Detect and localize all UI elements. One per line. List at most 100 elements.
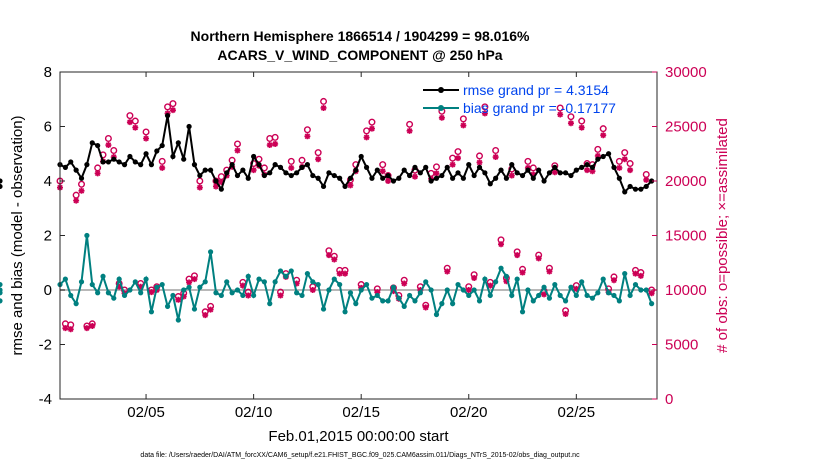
bias-point [632, 281, 639, 288]
obs-assimilated-point [159, 164, 166, 171]
bias-point [337, 281, 343, 288]
obs-assimilated-point [78, 187, 85, 194]
obs-possible-point [287, 157, 295, 165]
bias-point [68, 292, 74, 299]
bias-point [552, 281, 558, 288]
rmse-point [224, 170, 230, 176]
rmse-point [638, 186, 644, 192]
bias-point [294, 290, 300, 296]
obs-assimilated-point [438, 114, 445, 121]
bias-point [627, 292, 633, 299]
bias-point [369, 295, 375, 301]
rmse-point [385, 172, 391, 179]
obs-possible-point [459, 115, 467, 123]
bias-point [272, 279, 278, 285]
rmse-point [536, 167, 542, 173]
rmse-point [525, 167, 531, 173]
bias-point [0, 298, 3, 304]
obs-possible-point [626, 160, 634, 168]
bias-point [202, 279, 208, 285]
rmse-point [304, 162, 311, 168]
rmse-point [600, 153, 606, 160]
y-left-tick-label: -4 [39, 391, 52, 408]
obs-assimilated-point [627, 167, 634, 174]
rmse-point [0, 178, 3, 184]
bias-point [417, 290, 423, 296]
bias-point [95, 290, 101, 296]
rmse-point [127, 153, 133, 160]
chart-title-line2: ACARS_V_WIND_COMPONENT @ 250 hPa [217, 47, 503, 63]
obs-assimilated-point [498, 241, 505, 248]
bias-point [138, 290, 144, 296]
rmse-point [148, 162, 155, 168]
bias-point [546, 295, 553, 301]
obs-assimilated-point [143, 135, 150, 142]
obs-assimilated-point [293, 280, 300, 287]
rmse-point [73, 167, 79, 173]
obs-assimilated-point [94, 170, 101, 177]
obs-assimilated-point [411, 173, 418, 180]
bias-point [100, 273, 106, 279]
rmse-point [401, 167, 407, 173]
bias-point [530, 298, 536, 304]
obs-assimilated-point [169, 107, 176, 114]
obs-assimilated-point [481, 110, 488, 117]
rmse-point [573, 167, 579, 173]
obs-possible-point [266, 134, 274, 142]
y-left-tick-label: 4 [44, 173, 52, 190]
bias-point [519, 309, 526, 315]
x-tick-label: 02/10 [235, 404, 273, 421]
bias-point [390, 284, 397, 290]
rmse-point [261, 172, 267, 179]
obs-assimilated-point [390, 288, 397, 295]
bias-legend-marker [438, 105, 444, 111]
rmse-point [476, 164, 483, 170]
bias-point [396, 295, 402, 301]
rmse-point [390, 178, 397, 184]
rmse-point [89, 140, 95, 146]
rmse-point [605, 151, 612, 157]
bias-point [482, 276, 488, 282]
bias-point [493, 279, 499, 285]
obs-assimilated-point [325, 252, 332, 259]
obs-possible-point [314, 149, 322, 157]
rmse-point [68, 159, 74, 165]
obs-possible-point [169, 100, 177, 108]
obs-assimilated-point [530, 171, 537, 178]
bias-point [299, 292, 305, 299]
bias-point [234, 287, 241, 293]
obs-assimilated-point [562, 310, 569, 317]
bias-point [385, 298, 391, 304]
bias-point [261, 279, 267, 285]
bias-point [616, 298, 622, 304]
bias-point [605, 290, 612, 296]
bias-point [181, 287, 187, 293]
obs-assimilated-point [304, 133, 311, 140]
rmse-point [353, 167, 359, 173]
bias-point [363, 281, 370, 288]
rmse-point [331, 172, 337, 179]
obs-assimilated-point [196, 184, 203, 191]
rmse-legend-marker [438, 87, 444, 93]
bias-point [471, 287, 477, 293]
bias-point [460, 287, 466, 293]
bias-point [304, 271, 311, 277]
rmse-point [363, 164, 370, 170]
rmse-point [191, 162, 198, 168]
bias-point [358, 287, 364, 293]
rmse-point [546, 170, 553, 176]
obs-assimilated-point [385, 178, 392, 184]
obs-assimilated-point [250, 167, 257, 174]
obs-possible-point [476, 152, 484, 160]
obs-assimilated-point [514, 252, 521, 259]
obs-assimilated-point [643, 176, 650, 183]
bias-point [111, 295, 117, 301]
rmse-point [455, 170, 461, 176]
obs-possible-point [379, 161, 387, 169]
obs-assimilated-point [212, 183, 219, 190]
obs-assimilated-point [406, 127, 413, 134]
rmse-point [482, 170, 488, 176]
rmse-point [100, 159, 106, 165]
rmse-point [218, 186, 224, 192]
obs-possible-point [158, 157, 166, 165]
